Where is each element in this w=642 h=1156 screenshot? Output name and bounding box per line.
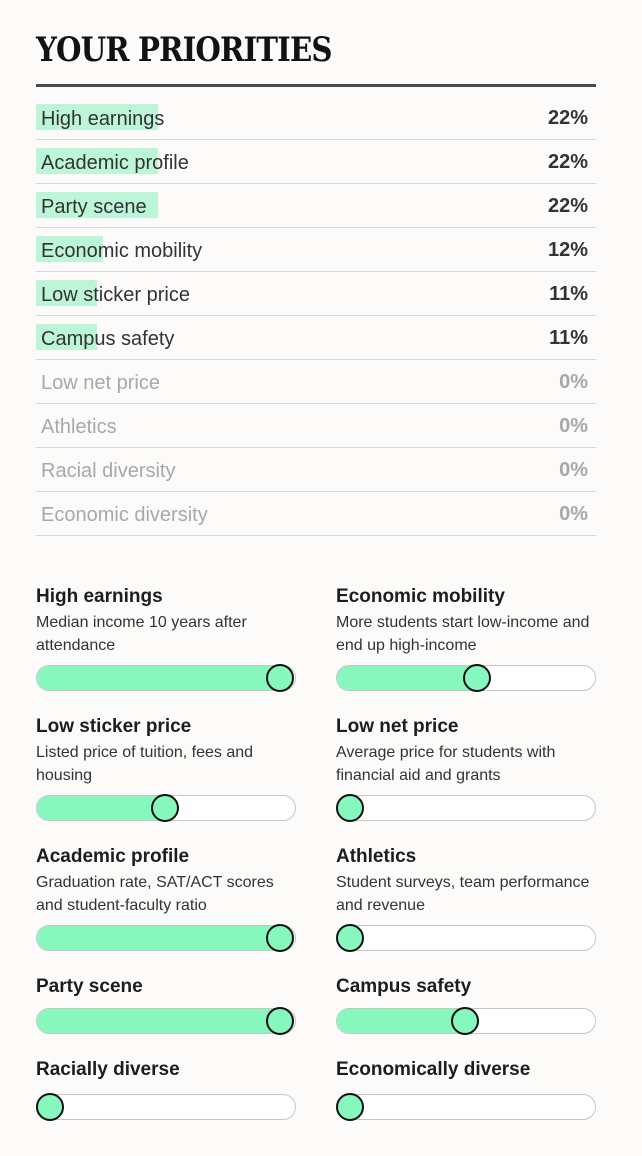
ranking-bar [36, 280, 97, 306]
slider-card-academic-profile: Academic profile Graduation rate, SAT/AC… [36, 845, 296, 952]
slider-card-high-earnings: High earnings Median income 10 years aft… [36, 585, 296, 692]
slider-card-low-sticker-price: Low sticker price Listed price of tuitio… [36, 715, 296, 822]
slider-track[interactable] [336, 1007, 596, 1035]
slider-description: Student surveys, team performance and re… [336, 874, 590, 914]
slider-description: Graduation rate, SAT/ACT scores and stud… [36, 874, 274, 914]
ranking-bar [36, 192, 158, 218]
slider-track[interactable] [36, 664, 296, 692]
slider-title: Economic mobility [336, 586, 505, 607]
ranking-percent: 0% [559, 371, 588, 393]
ranking-bar [36, 324, 97, 350]
ranking-percent: 22% [547, 151, 588, 173]
slider-description: Average price for students with financia… [336, 744, 556, 784]
ranking-percent: 22% [547, 107, 588, 129]
slider-handle[interactable] [336, 924, 364, 952]
slider-title: Campus safety [336, 976, 472, 997]
ranking-row: Economic mobility 12% [36, 229, 596, 272]
ranking-label: Low sticker price [41, 284, 190, 306]
slider-title: Low sticker price [36, 716, 192, 737]
title-divider [36, 84, 596, 87]
slider-track[interactable] [36, 794, 296, 822]
slider-handle[interactable] [336, 1093, 364, 1121]
slider-handle[interactable] [451, 1007, 479, 1035]
slider-card-low-net-price: Low net price Average price for students… [336, 715, 596, 822]
ranking-row: Academic profile 22% [36, 141, 596, 184]
ranking-label: High earnings [41, 108, 165, 130]
slider-fill [37, 796, 165, 820]
ranking-percent: 0% [559, 415, 588, 437]
slider-card-party-scene: Party scene [36, 975, 296, 1035]
slider-handle[interactable] [266, 924, 294, 952]
slider-fill [337, 1009, 465, 1033]
ranking-label: Economic mobility [41, 240, 203, 262]
slider-card-campus-safety: Campus safety [336, 975, 596, 1035]
ranking-bar [36, 236, 103, 262]
ranking-label: Campus safety [41, 328, 175, 350]
ranking-percent: 11% [549, 283, 588, 305]
ranking-label: Athletics [41, 416, 117, 438]
slider-track[interactable] [36, 1007, 296, 1035]
ranking-row: High earnings 22% [36, 97, 596, 140]
slider-handle[interactable] [266, 1007, 294, 1035]
ranking-percent: 0% [559, 459, 588, 481]
slider-track[interactable] [336, 664, 596, 692]
page-title: YOUR PRIORITIES [36, 30, 333, 70]
slider-handle[interactable] [462, 664, 491, 692]
ranking-row: Campus safety 11% [36, 317, 596, 360]
slider-title: Low net price [336, 716, 459, 737]
slider-description: More students start low-income and end u… [336, 614, 590, 654]
slider-title: Athletics [336, 846, 417, 867]
ranking-percent: 12% [547, 239, 588, 261]
ranking-row: Low net price 0% [36, 361, 596, 404]
slider-card-economically-diverse: Economically diverse [336, 1058, 596, 1121]
slider-handle[interactable] [36, 1093, 64, 1121]
slider-fill [37, 1009, 280, 1033]
ranking-row: Racial diversity 0% [36, 449, 596, 492]
ranking-label: Economic diversity [41, 504, 208, 526]
ranking-percent: 0% [559, 503, 588, 525]
slider-handle[interactable] [336, 794, 364, 822]
slider-description: Listed price of tuition, fees and housin… [36, 744, 254, 784]
slider-handle[interactable] [151, 794, 179, 822]
ranking-label: Party scene [41, 196, 147, 218]
slider-title: Racially diverse [36, 1059, 180, 1080]
ranking-bar [36, 104, 158, 130]
priority-ranking-list: High earnings 22% Academic profile 22% Par… [36, 97, 596, 537]
ranking-percent: 22% [547, 195, 588, 217]
ranking-label: Low net price [41, 372, 160, 394]
slider-card-racially-diverse: Racially diverse [36, 1058, 296, 1121]
ranking-row: Economic diversity 0% [36, 493, 596, 536]
slider-track[interactable] [336, 794, 596, 822]
slider-track[interactable] [36, 1093, 296, 1121]
slider-fill [37, 926, 280, 950]
slider-title: Academic profile [36, 846, 190, 867]
ranking-percent: 11% [549, 327, 588, 349]
slider-fill [337, 666, 477, 690]
ranking-label: Academic profile [41, 152, 189, 174]
slider-title: Party scene [36, 976, 143, 997]
slider-title: Economically diverse [336, 1059, 531, 1080]
slider-fill [37, 666, 280, 690]
slider-card-athletics: Athletics Student surveys, team performa… [336, 845, 596, 952]
ranking-row: Party scene 22% [36, 185, 596, 228]
slider-track[interactable] [336, 1093, 596, 1121]
slider-card-economic-mobility: Economic mobility More students start lo… [336, 585, 596, 692]
ranking-bar [36, 148, 158, 174]
slider-description: Median income 10 years after attendance [36, 614, 247, 654]
slider-track[interactable] [336, 924, 596, 952]
slider-title: High earnings [36, 586, 163, 607]
slider-track[interactable] [36, 924, 296, 952]
slider-handle[interactable] [266, 664, 294, 692]
ranking-row: Athletics 0% [36, 405, 596, 448]
ranking-label: Racial diversity [41, 460, 176, 482]
ranking-row: Low sticker price 11% [36, 273, 596, 316]
